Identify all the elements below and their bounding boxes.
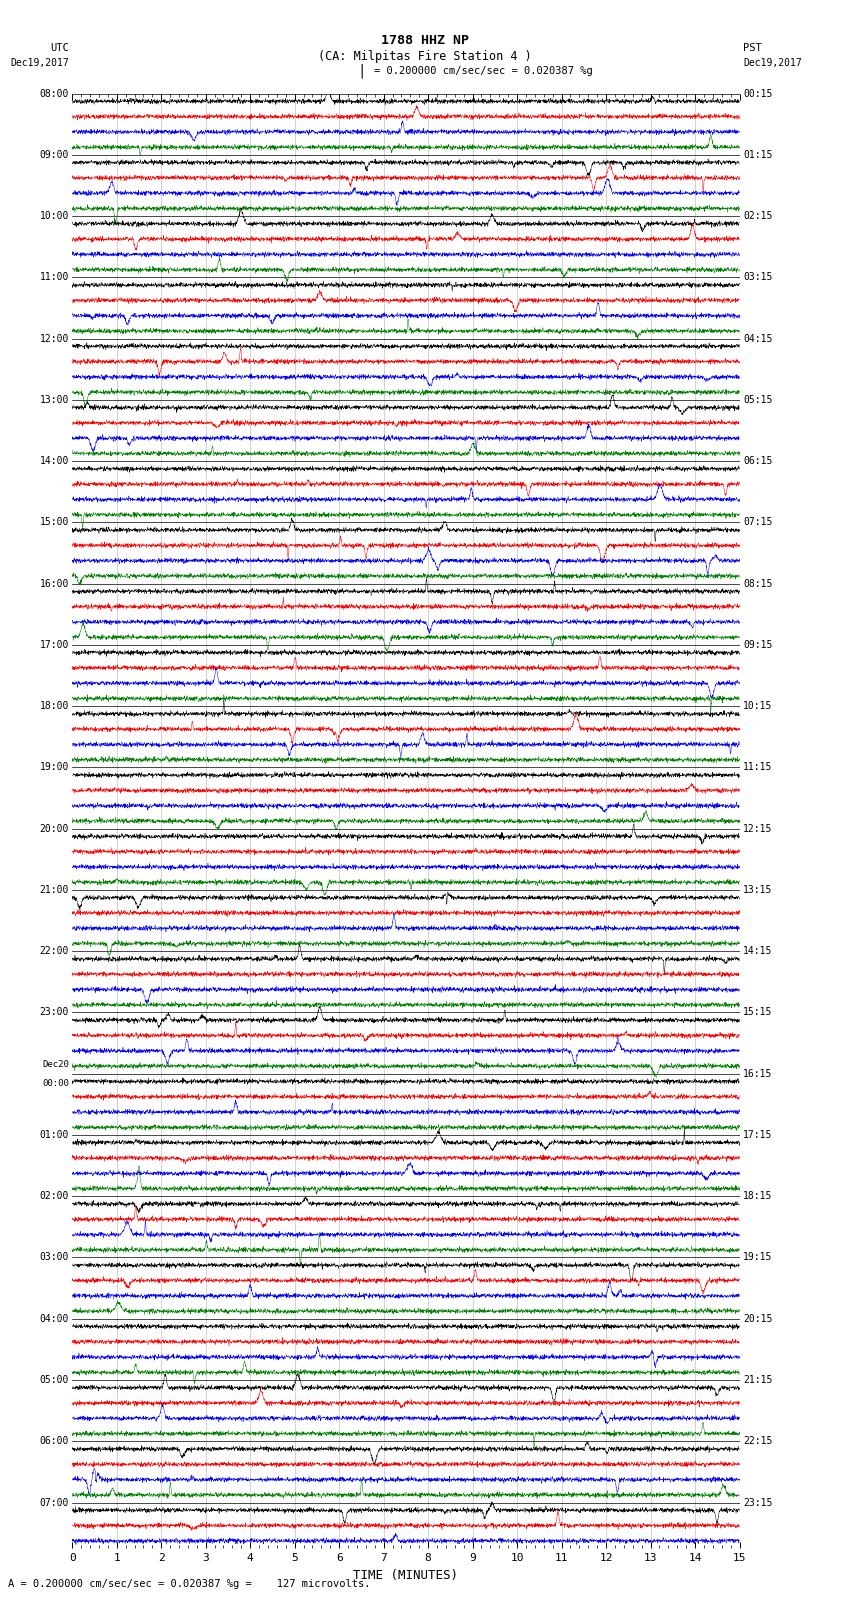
Text: Dec20: Dec20 — [42, 1060, 69, 1069]
Text: 15:15: 15:15 — [743, 1008, 773, 1018]
Text: 07:00: 07:00 — [39, 1497, 69, 1508]
Text: A = 0.200000 cm/sec/sec = 0.020387 %g =    127 microvolts.: A = 0.200000 cm/sec/sec = 0.020387 %g = … — [8, 1579, 371, 1589]
Text: 15:00: 15:00 — [39, 518, 69, 527]
Text: 10:15: 10:15 — [743, 702, 773, 711]
Text: 03:15: 03:15 — [743, 273, 773, 282]
Text: 13:00: 13:00 — [39, 395, 69, 405]
Text: 18:00: 18:00 — [39, 702, 69, 711]
Text: 23:15: 23:15 — [743, 1497, 773, 1508]
Text: 16:00: 16:00 — [39, 579, 69, 589]
Text: 08:15: 08:15 — [743, 579, 773, 589]
Text: 14:15: 14:15 — [743, 947, 773, 957]
Text: Dec19,2017: Dec19,2017 — [10, 58, 69, 68]
Text: 01:15: 01:15 — [743, 150, 773, 160]
Text: 02:15: 02:15 — [743, 211, 773, 221]
Text: 00:15: 00:15 — [743, 89, 773, 98]
Text: 07:15: 07:15 — [743, 518, 773, 527]
Text: Dec19,2017: Dec19,2017 — [743, 58, 802, 68]
Text: 23:00: 23:00 — [39, 1008, 69, 1018]
Text: 03:00: 03:00 — [39, 1253, 69, 1263]
Text: (CA: Milpitas Fire Station 4 ): (CA: Milpitas Fire Station 4 ) — [318, 50, 532, 63]
Text: 05:15: 05:15 — [743, 395, 773, 405]
Text: 01:00: 01:00 — [39, 1131, 69, 1140]
Text: |: | — [357, 65, 366, 77]
Text: 11:00: 11:00 — [39, 273, 69, 282]
Text: 04:00: 04:00 — [39, 1313, 69, 1324]
Text: 18:15: 18:15 — [743, 1192, 773, 1202]
Text: 22:00: 22:00 — [39, 947, 69, 957]
Text: 02:00: 02:00 — [39, 1192, 69, 1202]
Text: = 0.200000 cm/sec/sec = 0.020387 %g: = 0.200000 cm/sec/sec = 0.020387 %g — [374, 66, 592, 76]
Text: 06:00: 06:00 — [39, 1436, 69, 1447]
Text: 09:15: 09:15 — [743, 640, 773, 650]
Text: 22:15: 22:15 — [743, 1436, 773, 1447]
Text: 17:00: 17:00 — [39, 640, 69, 650]
Text: 09:00: 09:00 — [39, 150, 69, 160]
Text: 12:00: 12:00 — [39, 334, 69, 344]
Text: 19:00: 19:00 — [39, 763, 69, 773]
Text: 21:00: 21:00 — [39, 886, 69, 895]
Text: 10:00: 10:00 — [39, 211, 69, 221]
Text: 11:15: 11:15 — [743, 763, 773, 773]
Text: 21:15: 21:15 — [743, 1374, 773, 1386]
Text: 13:15: 13:15 — [743, 886, 773, 895]
Text: 05:00: 05:00 — [39, 1374, 69, 1386]
Text: PST: PST — [743, 44, 762, 53]
Text: UTC: UTC — [50, 44, 69, 53]
Text: 20:15: 20:15 — [743, 1313, 773, 1324]
Text: 04:15: 04:15 — [743, 334, 773, 344]
Text: 19:15: 19:15 — [743, 1253, 773, 1263]
Text: 08:00: 08:00 — [39, 89, 69, 98]
Text: 16:15: 16:15 — [743, 1069, 773, 1079]
Text: 00:00: 00:00 — [42, 1079, 69, 1087]
Text: 06:15: 06:15 — [743, 456, 773, 466]
Text: 14:00: 14:00 — [39, 456, 69, 466]
Text: 20:00: 20:00 — [39, 824, 69, 834]
Text: 17:15: 17:15 — [743, 1131, 773, 1140]
Text: 1788 HHZ NP: 1788 HHZ NP — [381, 34, 469, 47]
Text: 12:15: 12:15 — [743, 824, 773, 834]
X-axis label: TIME (MINUTES): TIME (MINUTES) — [354, 1569, 458, 1582]
